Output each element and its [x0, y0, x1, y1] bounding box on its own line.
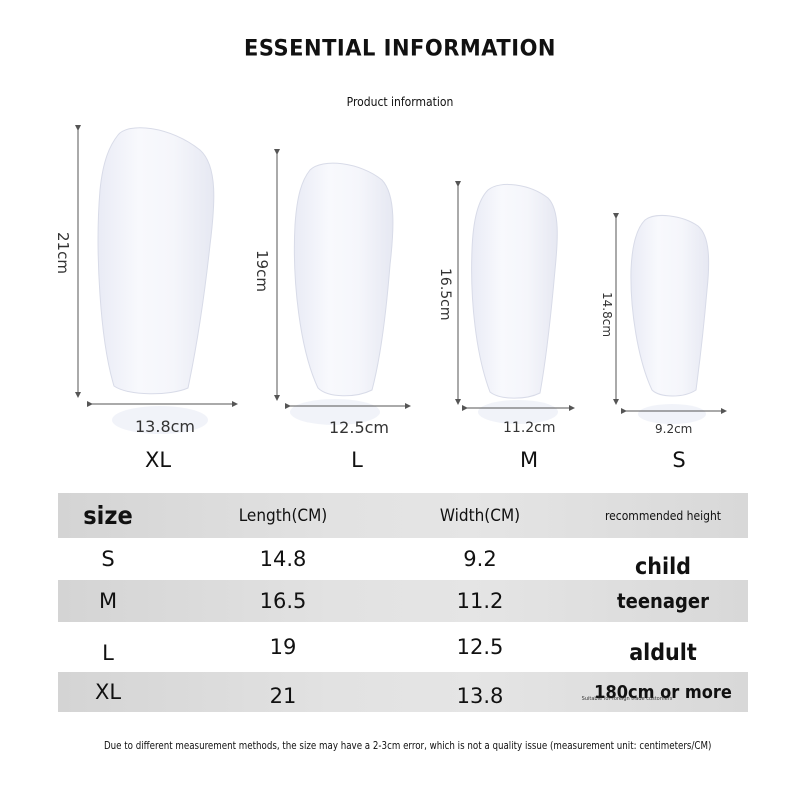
xl-length-label: 21cm	[54, 232, 72, 274]
header-size: size	[83, 501, 133, 530]
header-recommended-height: recommended height	[604, 508, 722, 523]
footer-note: Due to different measurement methods, th…	[103, 740, 712, 752]
row-length: 16.5	[259, 589, 307, 613]
row-size: S	[101, 547, 115, 571]
page-subtitle: Product information	[346, 95, 454, 109]
page-title: ESSENTIAL INFORMATION	[244, 35, 556, 61]
size-tag-s: S	[672, 448, 686, 472]
l-length-label: 19cm	[253, 250, 271, 292]
guard-m	[455, 181, 575, 424]
table-header-row: size Length(CM) Width(CM) recommended he…	[58, 493, 748, 538]
l-width-label: 12.5cm	[329, 418, 390, 437]
table-row: S 14.8 9.2 child	[58, 538, 748, 580]
s-width-label: 9.2cm	[655, 422, 693, 436]
table-row: M 16.5 11.2 teenager	[58, 580, 748, 622]
header-length: Length(CM)	[238, 505, 328, 526]
row-size: XL	[94, 680, 122, 704]
row-width: 9.2	[463, 547, 497, 571]
xl-width-label: 13.8cm	[135, 417, 196, 436]
row-length: 19	[269, 635, 297, 659]
size-tag-m: M	[519, 448, 539, 472]
row-width: 12.5	[456, 635, 504, 659]
table-row: L 19 12.5 aldult	[58, 622, 748, 672]
row-width: 11.2	[456, 589, 504, 613]
m-width-label: 11.2cm	[503, 420, 556, 436]
row-height: 180cm or more	[594, 681, 732, 703]
row-size: L	[102, 641, 114, 665]
row-length: 14.8	[259, 547, 307, 571]
guard-s	[613, 213, 727, 424]
size-tag-l: L	[351, 448, 363, 472]
s-length-label: 14.8cm	[600, 292, 614, 338]
size-tag-xl: XL	[144, 448, 172, 472]
table-row: XL 21 13.8 180cm or more	[58, 672, 748, 712]
m-length-label: 16.5cm	[437, 268, 453, 321]
row-height: teenager	[617, 589, 709, 613]
guard-l	[274, 149, 411, 425]
guard-xl	[75, 125, 238, 434]
shin-guard-illustration	[75, 125, 727, 434]
row-width: 13.8	[456, 684, 504, 708]
row-length: 21	[269, 684, 297, 708]
header-width: Width(CM)	[439, 505, 521, 526]
row-height: aldult	[629, 640, 697, 666]
row-size: M	[98, 589, 118, 613]
row-height: child	[635, 554, 691, 580]
tiny-note: Suitable for foreign trade customers	[581, 696, 673, 702]
size-table: size Length(CM) Width(CM) recommended he…	[58, 493, 748, 712]
